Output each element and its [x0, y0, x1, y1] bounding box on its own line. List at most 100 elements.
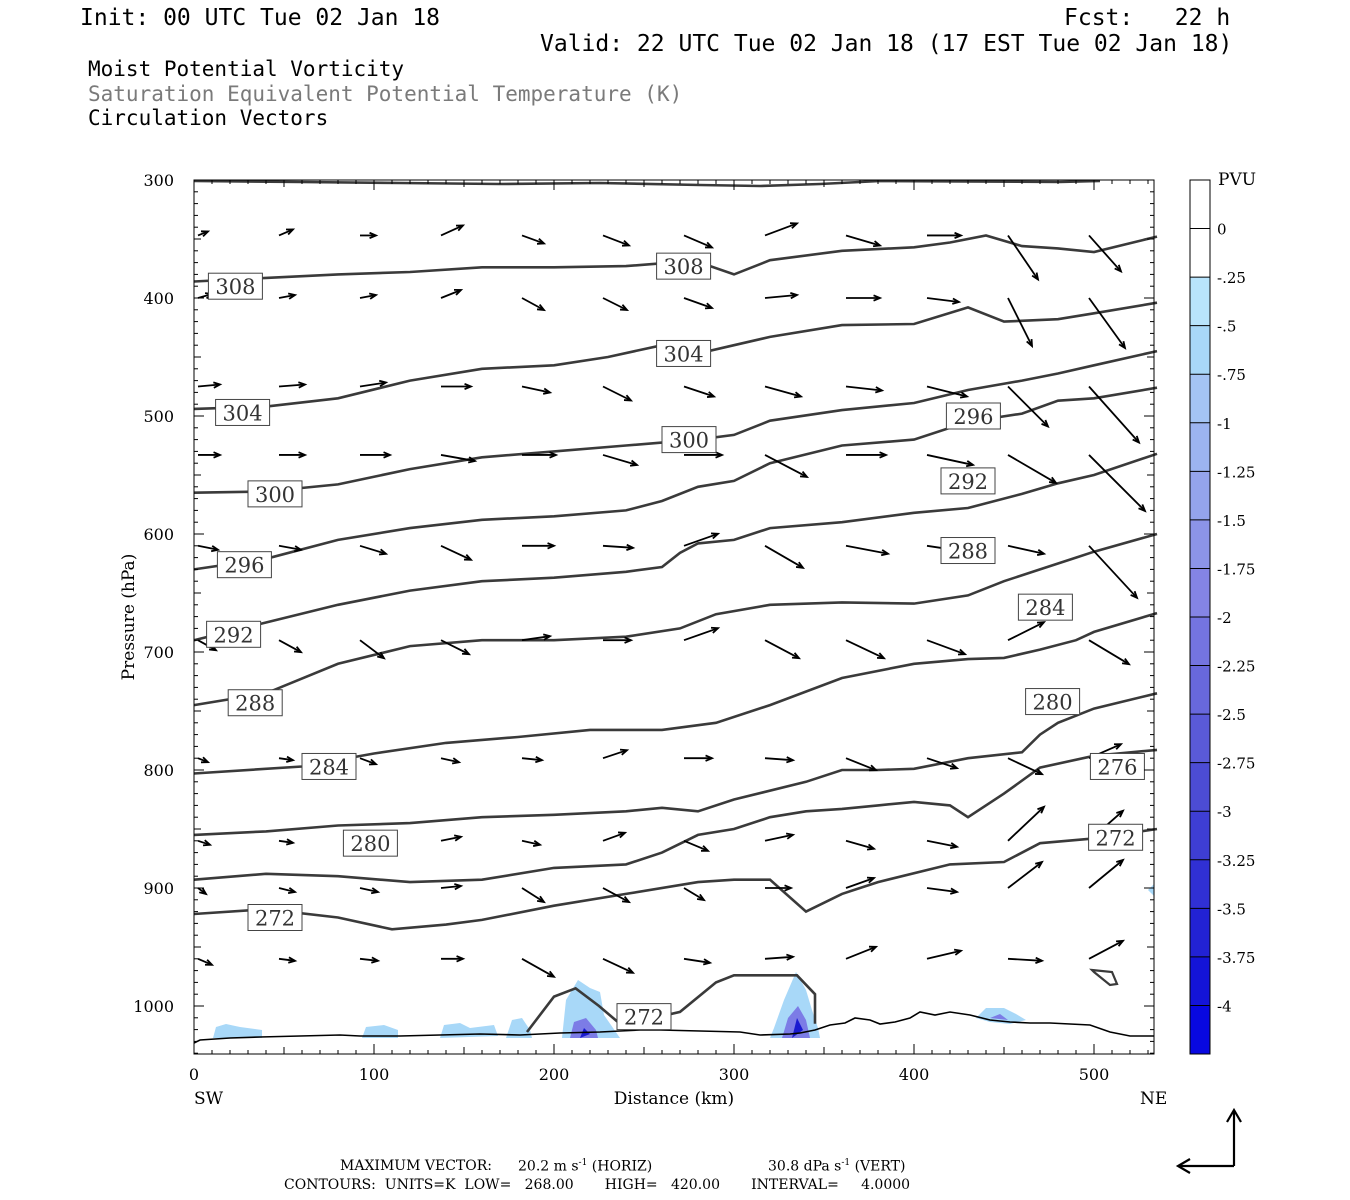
y-tick-label: 700	[143, 643, 174, 662]
contour-line	[193, 179, 1101, 188]
colorbar-swatch	[1190, 1005, 1210, 1055]
circulation-vector	[521, 385, 553, 395]
circulation-vector	[440, 883, 464, 891]
contour-line	[193, 692, 1158, 837]
colorbar-swatch	[1190, 811, 1210, 861]
circulation-vector	[521, 633, 553, 642]
colorbar-label: -1.25	[1217, 463, 1255, 481]
circulation-vector	[278, 887, 298, 894]
circulation-vector	[359, 544, 389, 556]
circulation-vector	[359, 887, 381, 895]
colorbar-label: -1.75	[1217, 560, 1255, 578]
contour-label-text: 280	[350, 832, 390, 856]
contour-line	[525, 974, 817, 1033]
circulation-vector	[1007, 234, 1040, 282]
circulation-vector	[927, 231, 964, 240]
circulation-vector	[1007, 544, 1047, 556]
colorbar-label: -3	[1217, 803, 1232, 821]
contour-label: 308	[207, 272, 263, 300]
circulation-vector	[602, 887, 632, 904]
circulation-vector	[279, 451, 308, 459]
circulation-vector	[846, 451, 889, 459]
contour-line	[193, 748, 1158, 884]
pv-blob	[362, 1025, 398, 1038]
contour-line	[193, 452, 1158, 642]
contour-label-text: 300	[669, 429, 709, 453]
y-tick-label: 900	[143, 879, 174, 898]
circulation-vector	[521, 297, 547, 312]
circulation-vector	[845, 544, 891, 557]
colorbar-label: -.25	[1217, 269, 1246, 287]
contour-label-text: 272	[624, 1006, 664, 1030]
contour-label: 292	[206, 620, 262, 648]
x-tick-label: 500	[1079, 1065, 1110, 1084]
x-tick-label: 200	[539, 1065, 570, 1084]
pv-blob	[990, 1014, 1008, 1020]
circulation-vector	[1088, 454, 1147, 513]
contour-label-text: 284	[309, 755, 349, 779]
y-axis: 300 400 500 600 700 800 900 1000	[133, 171, 1154, 1054]
contour-label: 284	[1017, 593, 1073, 621]
circulation-vector	[278, 544, 304, 553]
contour-labels: 308 308 304 304 300 300 296 296 292 292 288 288 284 2…	[206, 252, 1145, 1031]
circulation-vector	[764, 292, 800, 300]
circulation-vector	[1007, 385, 1050, 429]
contour-label-text: 304	[664, 342, 704, 366]
max-vector-vert: 30.8 dPa s-1 (VERT)	[768, 1158, 906, 1175]
circulation-vector	[278, 228, 296, 237]
circulation-vector	[1088, 385, 1141, 445]
colorbar-swatch	[1190, 665, 1210, 715]
circulation-vector	[764, 756, 796, 764]
circulation-vector	[845, 639, 887, 660]
circulation-vector	[1088, 639, 1131, 666]
plot-frame	[193, 179, 1155, 1055]
contour-label: 280	[1025, 688, 1081, 716]
colorbar-swatch	[1190, 180, 1210, 230]
circulation-vector	[359, 379, 389, 388]
circulation-vector	[521, 234, 547, 245]
contour-label-text: 308	[664, 255, 704, 279]
x-tick-label: 400	[899, 1065, 930, 1084]
circulation-vector	[926, 757, 960, 770]
contour-label-text: 272	[255, 907, 295, 931]
colorbar-label: -2.5	[1217, 706, 1246, 724]
contour-label: 296	[945, 402, 1001, 430]
circulation-vector	[846, 294, 883, 302]
colorbar-swatch	[1190, 762, 1210, 812]
y-tick-label: 500	[143, 407, 174, 426]
circulation-vector	[683, 385, 717, 398]
circulation-vector	[440, 639, 472, 656]
contour-line	[193, 301, 1158, 411]
circulation-vector	[764, 953, 796, 961]
circulation-vector	[278, 838, 296, 846]
circulation-vector	[845, 876, 877, 889]
circulation-vector	[684, 451, 725, 459]
contour-label-text: 288	[948, 540, 988, 564]
circulation-vector	[521, 839, 543, 847]
circulation-vector	[198, 451, 223, 459]
contour-label: 284	[301, 752, 357, 780]
y-tick-label: 600	[143, 525, 174, 544]
circulation-vector	[359, 292, 379, 300]
circulation-vector	[1088, 297, 1127, 350]
contour-label-text: 292	[214, 623, 254, 647]
circulation-vector	[845, 945, 879, 960]
contour-label: 304	[656, 339, 712, 367]
colorbar-label: -.75	[1217, 366, 1246, 384]
x-axis: 0 100 200 300 400 500	[189, 180, 1149, 1084]
contour-line	[193, 611, 1158, 775]
contour-label: 300	[247, 480, 303, 508]
colorbar-swatch	[1190, 519, 1210, 569]
circulation-vector	[360, 451, 393, 459]
contour-label-text: 296	[953, 405, 993, 429]
field-title-vectors: Circulation Vectors	[88, 106, 329, 130]
contour-label-text: 288	[235, 692, 275, 716]
contour-label: 292	[940, 467, 996, 495]
circulation-vector	[440, 834, 464, 842]
circulation-vector	[602, 543, 636, 551]
circulation-vector	[197, 957, 215, 966]
circulation-vector	[440, 544, 474, 561]
pv-blob	[440, 1023, 498, 1038]
contour-label: 272	[616, 1003, 672, 1031]
